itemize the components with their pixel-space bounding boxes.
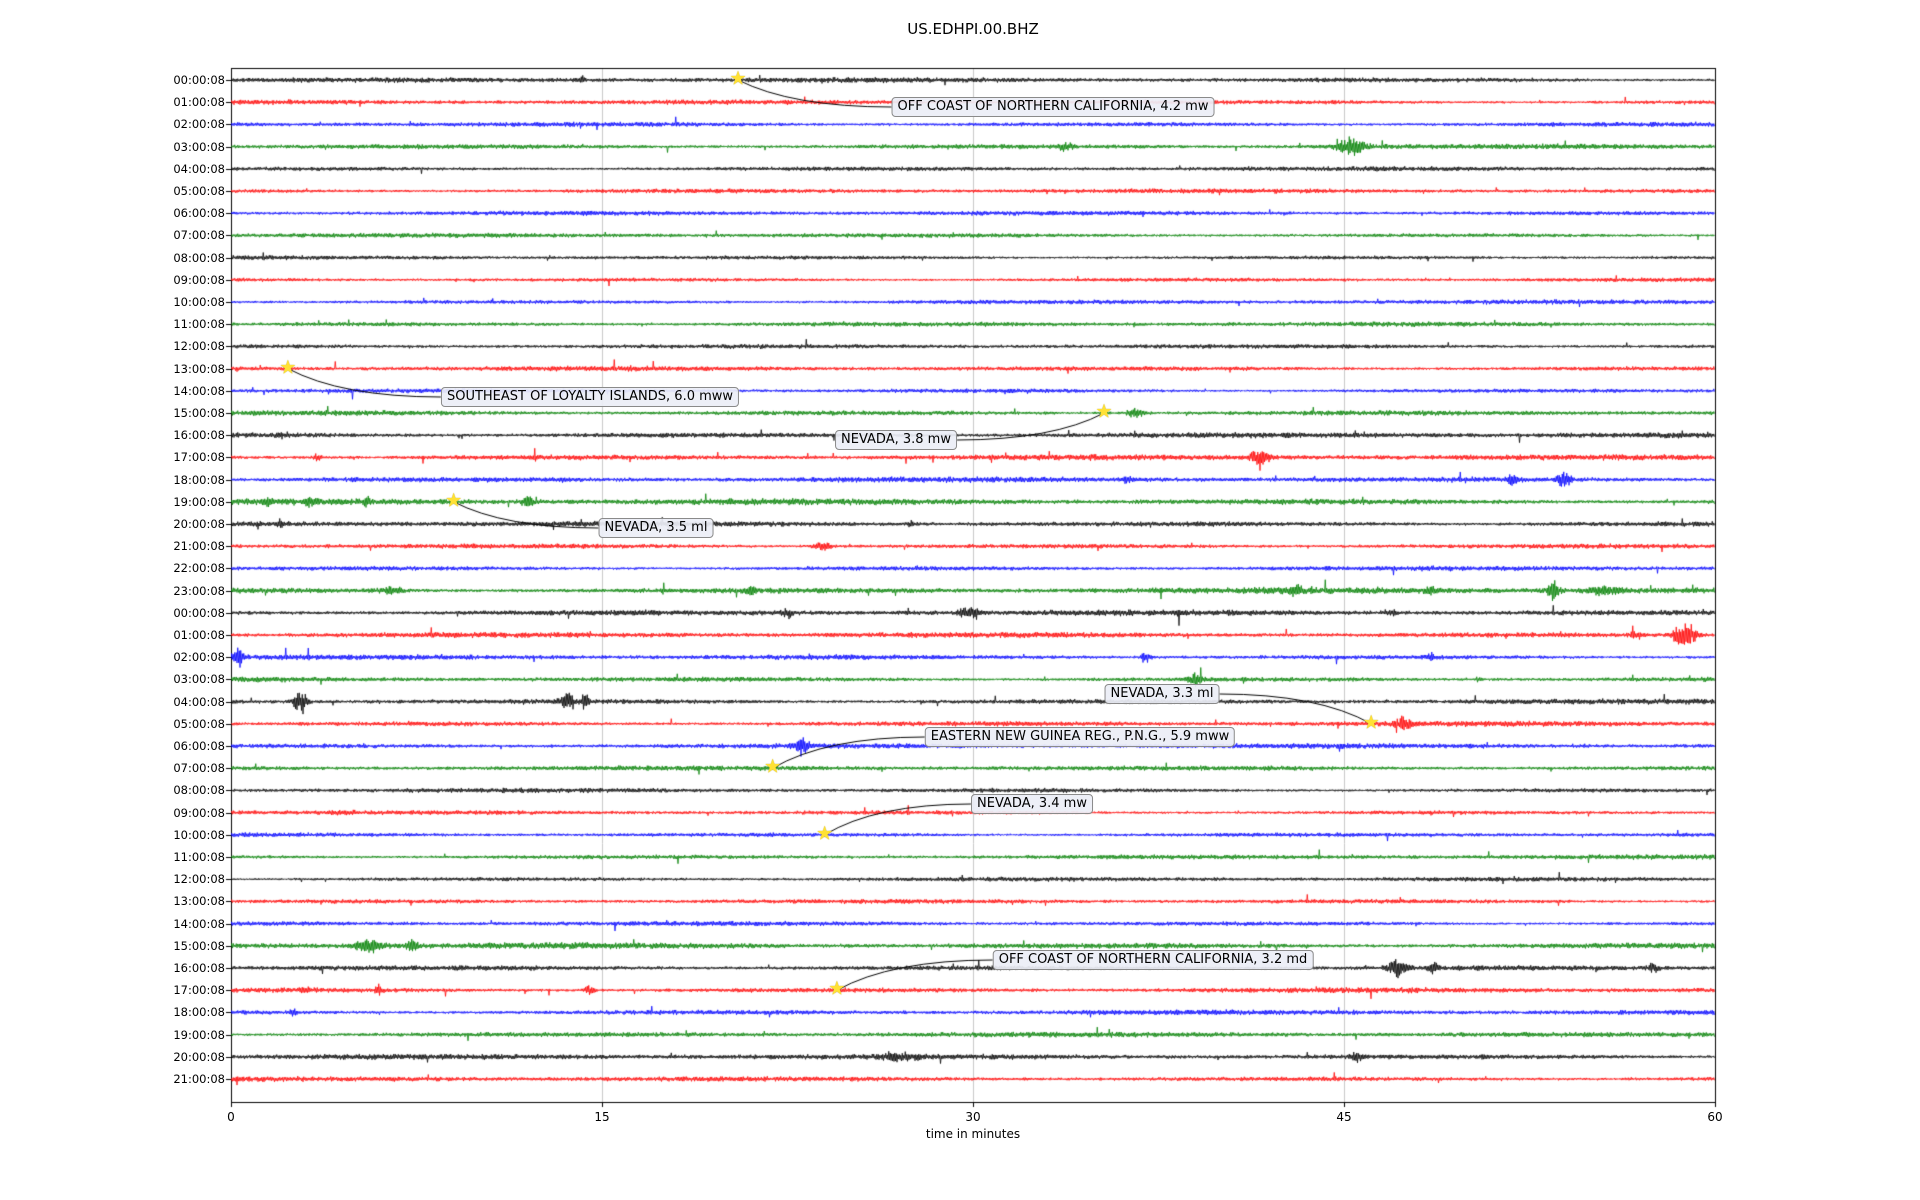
row-time-label: 08:00:08 [173,783,225,798]
event-star-icon: ★ [816,822,834,845]
row-time-label: 09:00:08 [173,272,225,287]
row-time-label: 21:00:08 [173,539,225,554]
row-time-label: 08:00:08 [173,250,225,265]
event-label: NEVADA, 3.3 ml [1104,684,1220,704]
row-time-label: 13:00:08 [173,894,225,909]
event-label: NEVADA, 3.8 mw [835,430,957,450]
row-time-label: 11:00:08 [173,850,225,864]
row-time-label: 21:00:08 [173,1072,225,1086]
row-time-label: 13:00:08 [173,361,225,376]
row-time-label: 02:00:08 [173,117,225,132]
event-label: NEVADA, 3.5 ml [598,518,714,538]
row-time-label: 12:00:08 [173,872,225,887]
row-time-label: 19:00:08 [173,494,225,509]
event-star-icon: ★ [1362,711,1380,734]
event-star-icon: ★ [764,755,782,778]
row-time-label: 11:00:08 [173,317,225,332]
row-time-label: 07:00:08 [173,228,225,243]
row-time-label: 02:00:08 [173,650,225,665]
row-time-label: 05:00:08 [173,184,225,198]
row-time-label: 01:00:08 [173,95,225,110]
row-time-label: 16:00:08 [173,961,225,975]
x-tick-label: 15 [594,1110,610,1124]
x-tick-label: 30 [965,1110,981,1124]
event-star-icon: ★ [1095,400,1113,423]
x-tick-label: 45 [1336,1110,1352,1124]
row-time-label: 15:00:08 [173,406,225,420]
row-time-label: 07:00:08 [173,761,225,776]
row-time-label: 04:00:08 [173,161,225,176]
event-star-icon: ★ [828,977,846,1000]
row-time-label: 03:00:08 [173,139,225,154]
event-label: NEVADA, 3.4 mw [971,794,1093,814]
row-time-label: 15:00:08 [173,938,225,953]
row-time-label: 22:00:08 [173,561,225,576]
event-label: OFF COAST OF NORTHERN CALIFORNIA, 4.2 mw [891,97,1215,117]
row-time-label: 10:00:08 [173,827,225,842]
row-time-label: 06:00:08 [173,739,225,753]
x-tick-label: 0 [227,1110,235,1124]
row-time-label: 00:00:08 [173,73,225,87]
row-time-label: 23:00:08 [173,583,225,598]
row-time-label: 18:00:08 [173,472,225,487]
row-time-label: 09:00:08 [173,805,225,820]
row-time-label: 06:00:08 [173,206,225,221]
row-time-label: 05:00:08 [173,716,225,731]
chart-title: US.EDHPI.00.BHZ [907,20,1039,38]
row-time-label: 16:00:08 [173,428,225,443]
row-time-label: 01:00:08 [173,628,225,642]
row-time-label: 20:00:08 [173,517,225,531]
row-time-label: 10:00:08 [173,295,225,309]
row-time-label: 17:00:08 [173,450,225,465]
event-star-icon: ★ [729,67,747,90]
x-axis-label: time in minutes [925,1127,1021,1141]
row-time-label: 14:00:08 [173,383,225,398]
event-label: SOUTHEAST OF LOYALTY ISLANDS, 6.0 mww [440,387,740,407]
event-label: EASTERN NEW GUINEA REG., P.N.G., 5.9 mww [924,727,1236,747]
event-label: OFF COAST OF NORTHERN CALIFORNIA, 3.2 md [992,950,1314,970]
row-time-label: 17:00:08 [173,983,225,998]
row-time-label: 03:00:08 [173,672,225,687]
row-time-label: 12:00:08 [173,339,225,354]
row-time-label: 14:00:08 [173,916,225,931]
row-time-label: 19:00:08 [173,1027,225,1042]
row-time-label: 04:00:08 [173,694,225,709]
event-star-icon: ★ [279,356,297,379]
row-time-label: 18:00:08 [173,1005,225,1020]
row-time-label: 00:00:08 [173,605,225,620]
row-time-label: 20:00:08 [173,1049,225,1064]
event-star-icon: ★ [445,489,463,512]
x-tick-label: 60 [1707,1110,1723,1124]
